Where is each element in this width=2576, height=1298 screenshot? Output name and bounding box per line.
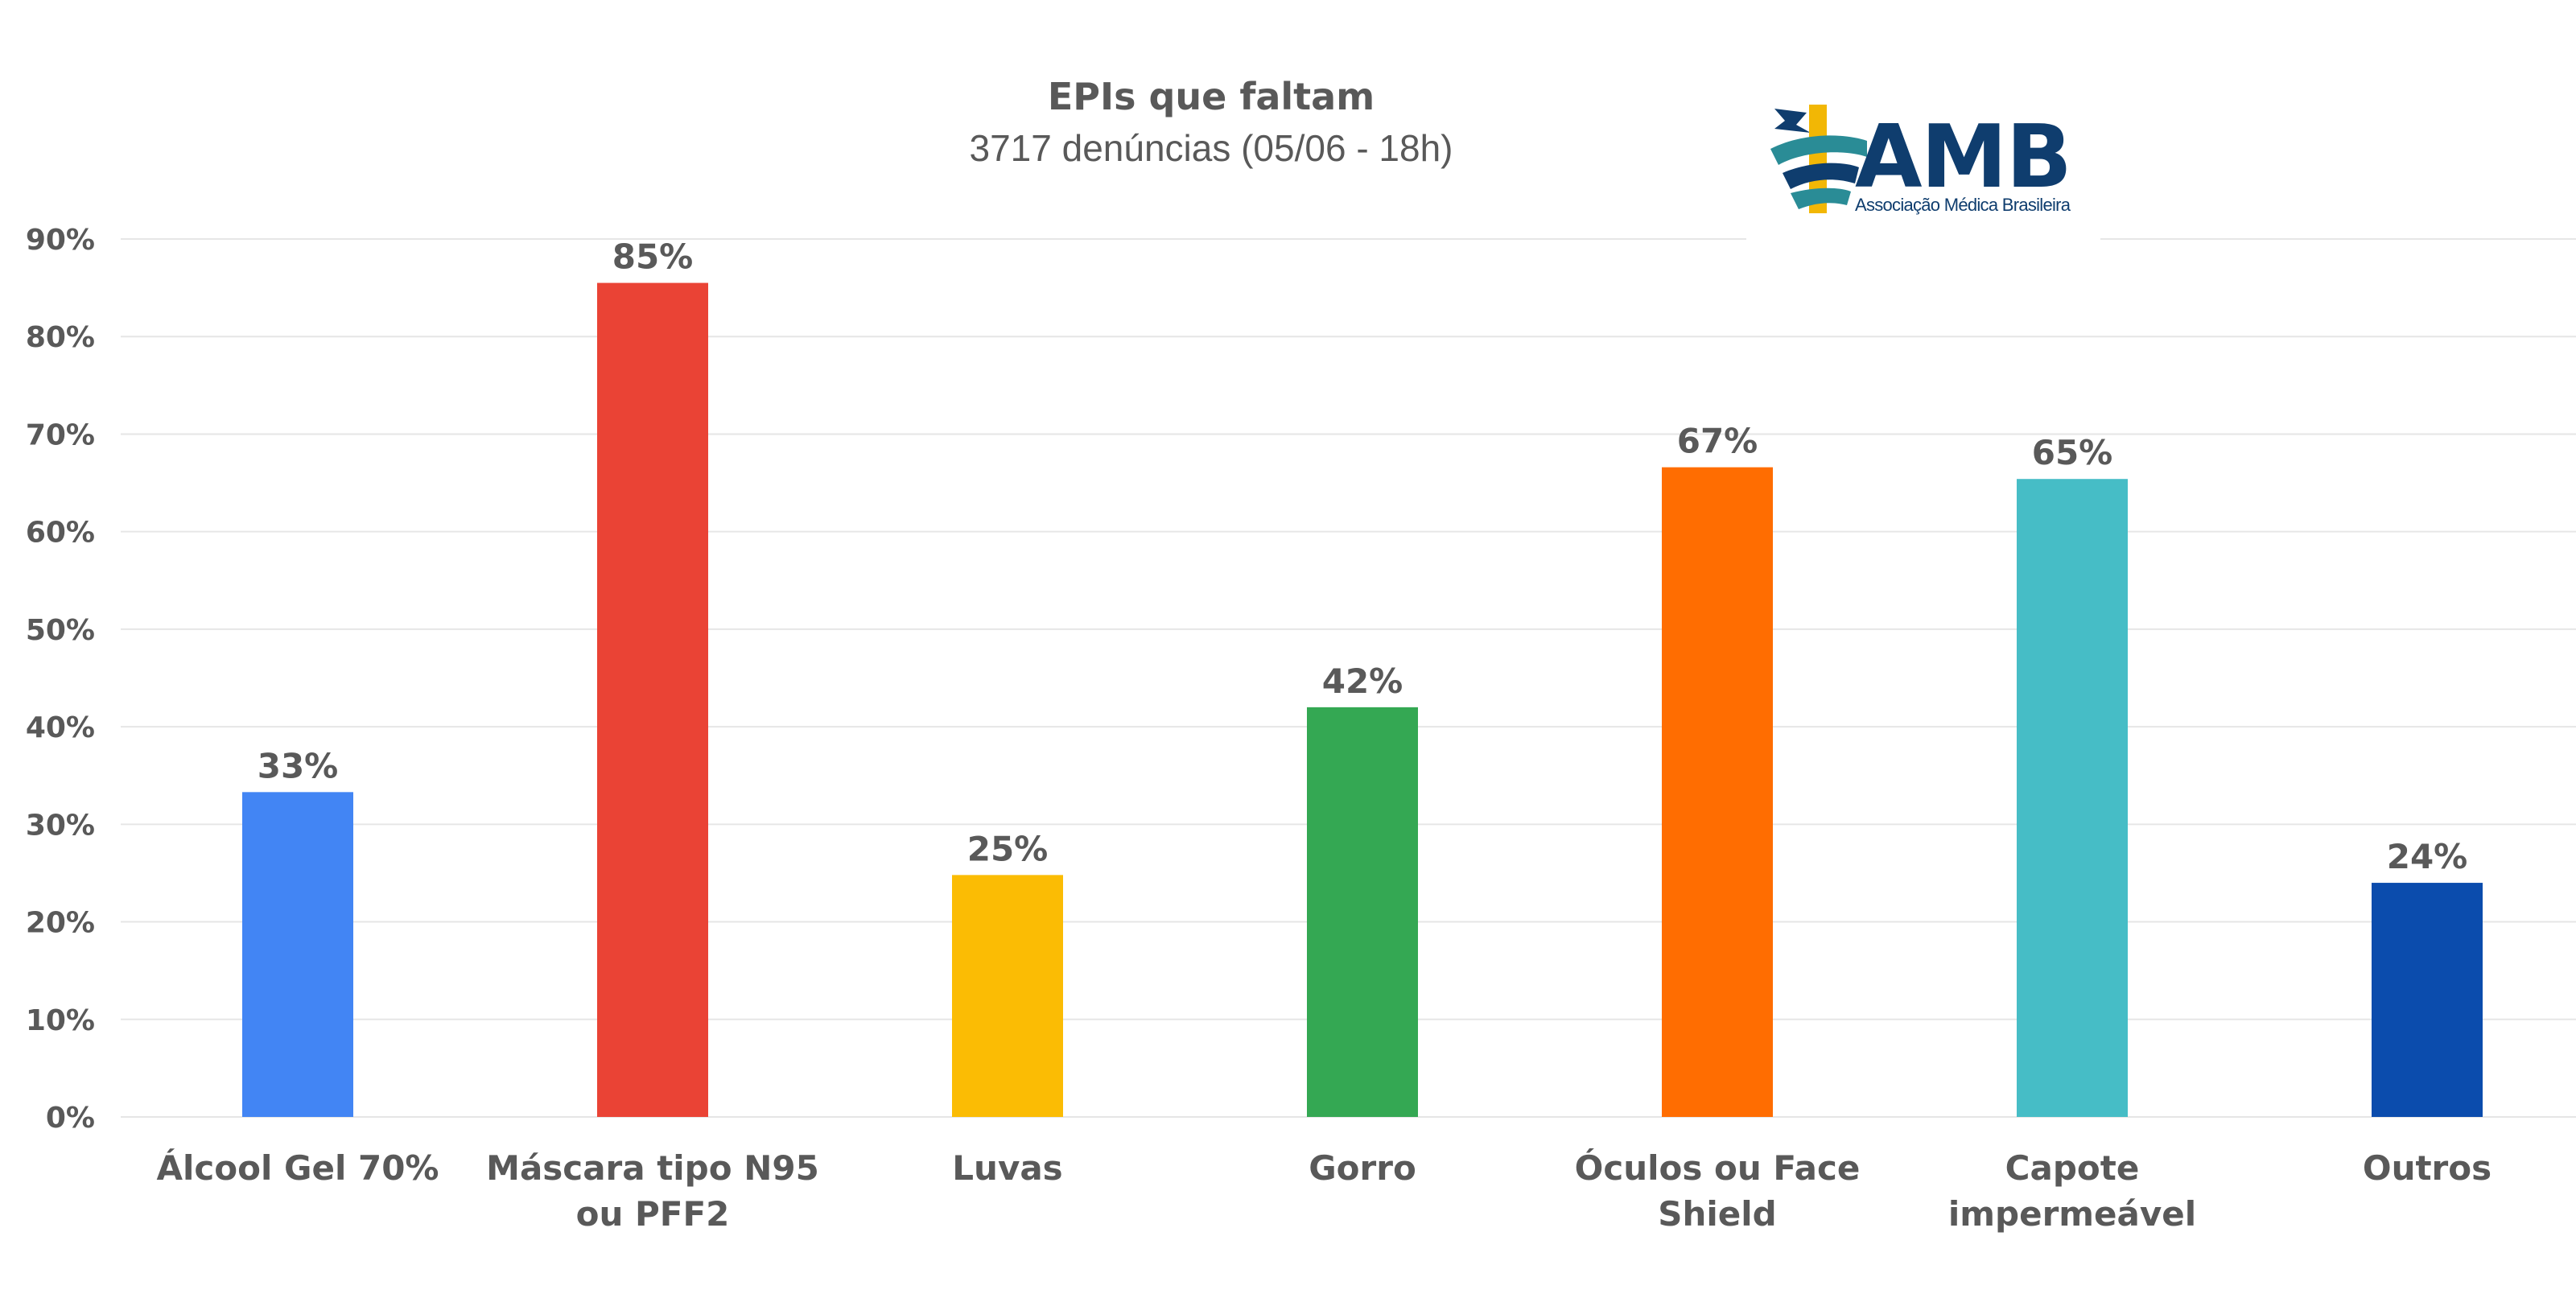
bar: [2017, 479, 2128, 1117]
category-label: impermeável: [1948, 1194, 2196, 1234]
y-tick-label: 30%: [26, 809, 95, 842]
category-label: Álcool Gel 70%: [156, 1148, 439, 1188]
data-label: 33%: [258, 746, 339, 785]
bar: [242, 792, 353, 1117]
category-label: ou PFF2: [576, 1194, 730, 1234]
data-labels: 33% 85% 25% 42% 67% 65% 24%: [258, 237, 2468, 877]
bar: [1662, 467, 1773, 1117]
logo-tagline: Associação Médica Brasileira: [1855, 195, 2071, 215]
category-label: Shield: [1658, 1194, 1777, 1234]
bars: [242, 282, 2483, 1117]
y-tick-label: 10%: [26, 1004, 95, 1037]
y-tick-label: 50%: [26, 614, 95, 647]
amb-logo: AMB Associação Médica Brasileira: [1746, 89, 2100, 241]
data-label: 25%: [967, 829, 1049, 868]
y-tick-label: 20%: [26, 907, 95, 940]
y-tick-label: 40%: [26, 711, 95, 744]
category-label: Outros: [2363, 1148, 2492, 1188]
x-axis-categories: Álcool Gel 70% Máscara tipo N95 ou PFF2 Luv…: [156, 1148, 2492, 1234]
logo-wordmark: AMB: [1855, 107, 2072, 208]
bar: [597, 282, 708, 1117]
y-tick-label: 0%: [46, 1102, 95, 1135]
bar: [2372, 883, 2483, 1117]
category-label: Óculos ou Face: [1575, 1148, 1861, 1188]
category-label: Gorro: [1309, 1148, 1416, 1188]
category-label: Máscara tipo N95: [486, 1148, 819, 1188]
data-label: 67%: [1677, 422, 1758, 461]
y-tick-label: 80%: [26, 321, 95, 354]
bar: [1307, 707, 1418, 1117]
y-axis-ticks: 0% 10% 20% 30% 40% 50% 60% 70% 80% 90%: [26, 224, 95, 1135]
data-label: 42%: [1322, 661, 1403, 701]
y-tick-label: 70%: [26, 418, 95, 451]
category-label: Luvas: [952, 1148, 1062, 1188]
data-label: 85%: [612, 237, 694, 277]
category-label: Capote: [2005, 1148, 2140, 1188]
bar: [952, 875, 1063, 1117]
data-label: 24%: [2387, 837, 2468, 876]
y-tick-label: 90%: [26, 224, 95, 257]
caduceus-icon: [1770, 105, 1867, 213]
y-tick-label: 60%: [26, 517, 95, 550]
data-label: 65%: [2032, 433, 2113, 472]
chart-subtitle: 3717 denúncias (05/06 - 18h): [970, 127, 1453, 169]
chart-title: EPIs que faltam: [1048, 75, 1375, 118]
